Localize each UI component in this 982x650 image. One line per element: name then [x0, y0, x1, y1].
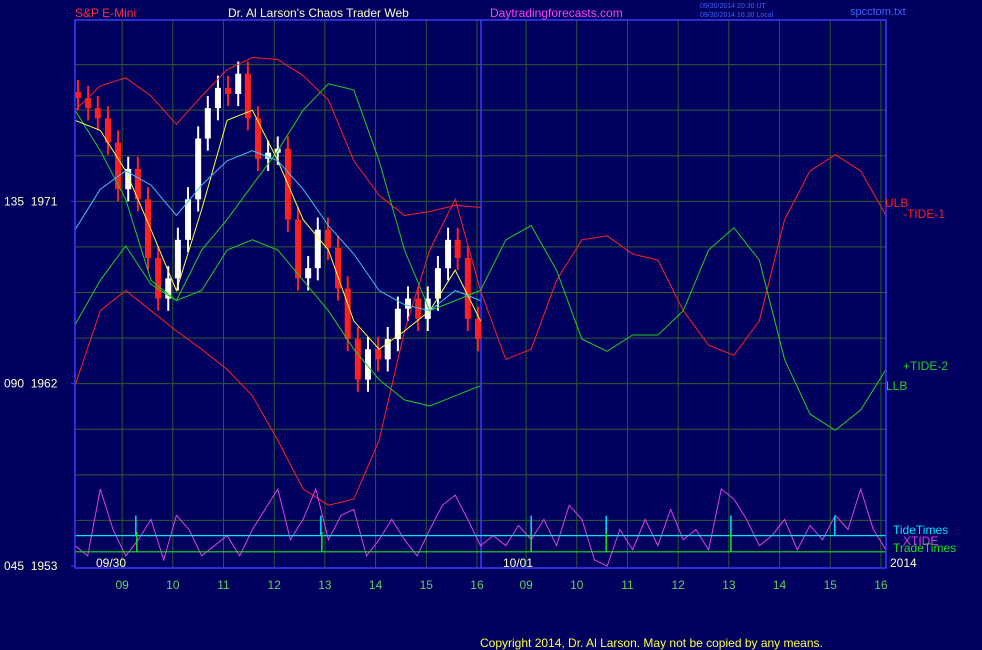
- bar-body: [185, 199, 192, 240]
- x-tick-label: 16: [470, 578, 484, 592]
- bar-body: [204, 108, 211, 139]
- plot-border: [74, 19, 887, 569]
- bar-body: [125, 168, 132, 190]
- bar-body: [445, 239, 452, 269]
- bar-body: [424, 298, 431, 319]
- bar-body: [134, 168, 141, 200]
- x-tick-label: 14: [773, 578, 787, 592]
- x-tick-label: 13: [318, 578, 332, 592]
- grid: [71, 20, 886, 568]
- bar-body: [314, 229, 321, 269]
- line-series: [74, 487, 887, 567]
- series-label: ULB: [885, 196, 908, 210]
- x-tick-label: 11: [621, 578, 634, 592]
- bar-body: [354, 339, 361, 380]
- bar-body: [384, 339, 391, 360]
- x-tick-label: 14: [369, 578, 383, 592]
- date-label: 10/01: [503, 556, 533, 570]
- bar-body: [94, 108, 101, 119]
- series-label: +TIDE-2: [903, 359, 948, 373]
- x-tick-label: 15: [420, 578, 434, 592]
- bar-body: [75, 91, 82, 99]
- copyright: Copyright 2014, Dr. Al Larson. May not b…: [480, 636, 823, 650]
- bar-body: [104, 118, 111, 143]
- x-tick-label: 15: [824, 578, 838, 592]
- bar-body: [144, 199, 151, 259]
- bar-body: [335, 247, 342, 289]
- bar-body: [235, 73, 242, 94]
- bar-body: [265, 152, 272, 159]
- x-tick-label: 12: [672, 578, 686, 592]
- x-tick-label: 10: [570, 578, 584, 592]
- bar-body: [115, 142, 122, 190]
- bar-body: [174, 239, 181, 279]
- series-label: -TIDE-1: [903, 207, 945, 221]
- x-tick-label: 09: [519, 578, 533, 592]
- series-label: LLB: [886, 379, 907, 393]
- series-label: XTIDE: [903, 534, 938, 548]
- chart-title: Dr. Al Larson's Chaos Trader Web: [228, 6, 409, 20]
- line-series: [74, 56, 481, 217]
- timestamp: 09/30/2014 16:30 Local: [700, 12, 774, 19]
- bar-body: [364, 349, 371, 380]
- bar-body: [394, 308, 401, 340]
- y-tick-label: 090 1962: [4, 377, 58, 391]
- date-label: 09/30: [96, 556, 126, 570]
- bar-body: [254, 118, 261, 159]
- line-series: [74, 239, 481, 407]
- x-tick-label: 11: [217, 578, 230, 592]
- y-tick-label: 045 1953: [4, 559, 58, 573]
- line-series: [74, 150, 481, 312]
- website: Daytradingforecasts.com: [490, 6, 623, 20]
- marks: [74, 56, 887, 567]
- y-tick-label: 135 1971: [4, 194, 58, 208]
- date-label: 2014: [890, 556, 917, 570]
- bar-body: [305, 268, 312, 279]
- x-tick-label: 12: [268, 578, 282, 592]
- series-label: TradeTimes: [893, 541, 956, 555]
- bar-body: [295, 219, 302, 279]
- bar-body: [85, 98, 92, 109]
- bar-body: [155, 258, 162, 299]
- bar-body: [344, 288, 351, 340]
- x-tick-label: 13: [722, 578, 736, 592]
- x-tick-label: 10: [166, 578, 180, 592]
- bar-body: [454, 239, 461, 259]
- bar-body: [415, 298, 422, 319]
- bar-body: [405, 298, 412, 309]
- bar-body: [474, 318, 481, 340]
- bar-body: [324, 229, 331, 248]
- bar-body: [195, 138, 202, 200]
- bar-body: [214, 87, 221, 109]
- bar-body: [375, 349, 382, 360]
- timestamp: 09/30/2014 20:30 UT: [700, 3, 766, 10]
- bar-body: [244, 73, 251, 119]
- bar-body: [225, 87, 232, 94]
- bar-body: [165, 278, 172, 299]
- bar-body: [434, 268, 441, 299]
- x-tick-label: 09: [115, 578, 129, 592]
- series-label: TideTimes: [893, 523, 948, 537]
- bar-body: [464, 258, 471, 319]
- x-tick-label: 16: [874, 578, 888, 592]
- line-series: [74, 83, 887, 431]
- instrument: S&P E-Mini: [75, 6, 136, 20]
- file-name: spcctom.txt: [850, 6, 906, 18]
